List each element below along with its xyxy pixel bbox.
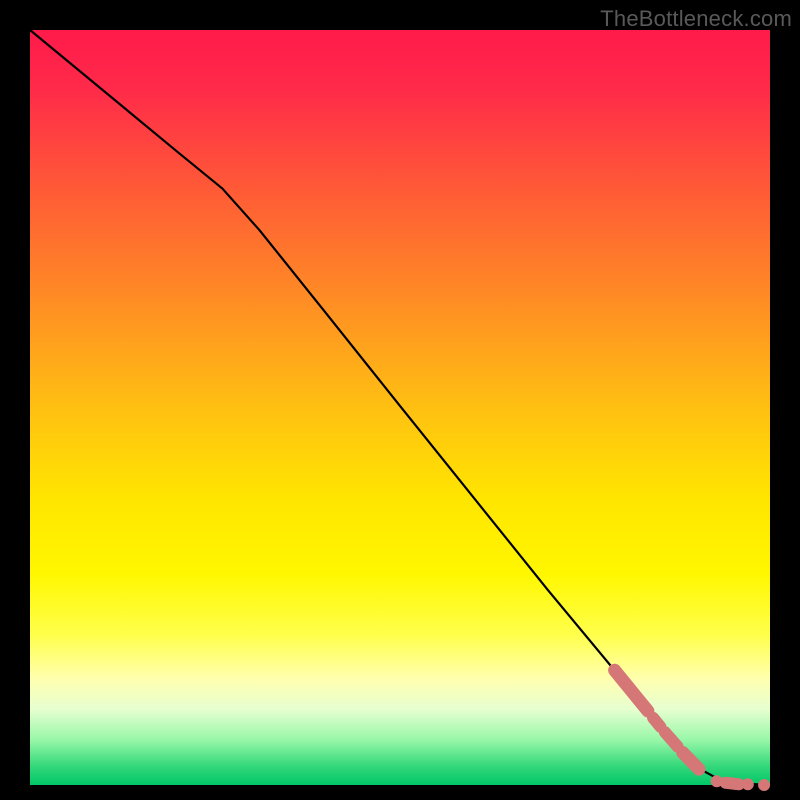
marker-point <box>742 778 754 790</box>
chart-svg <box>0 0 800 800</box>
marker-point <box>758 779 770 791</box>
chart-container: TheBottleneck.com <box>0 0 800 800</box>
marker-capsule <box>653 718 660 727</box>
marker-capsule <box>726 783 739 785</box>
attribution-text: TheBottleneck.com <box>600 6 792 32</box>
